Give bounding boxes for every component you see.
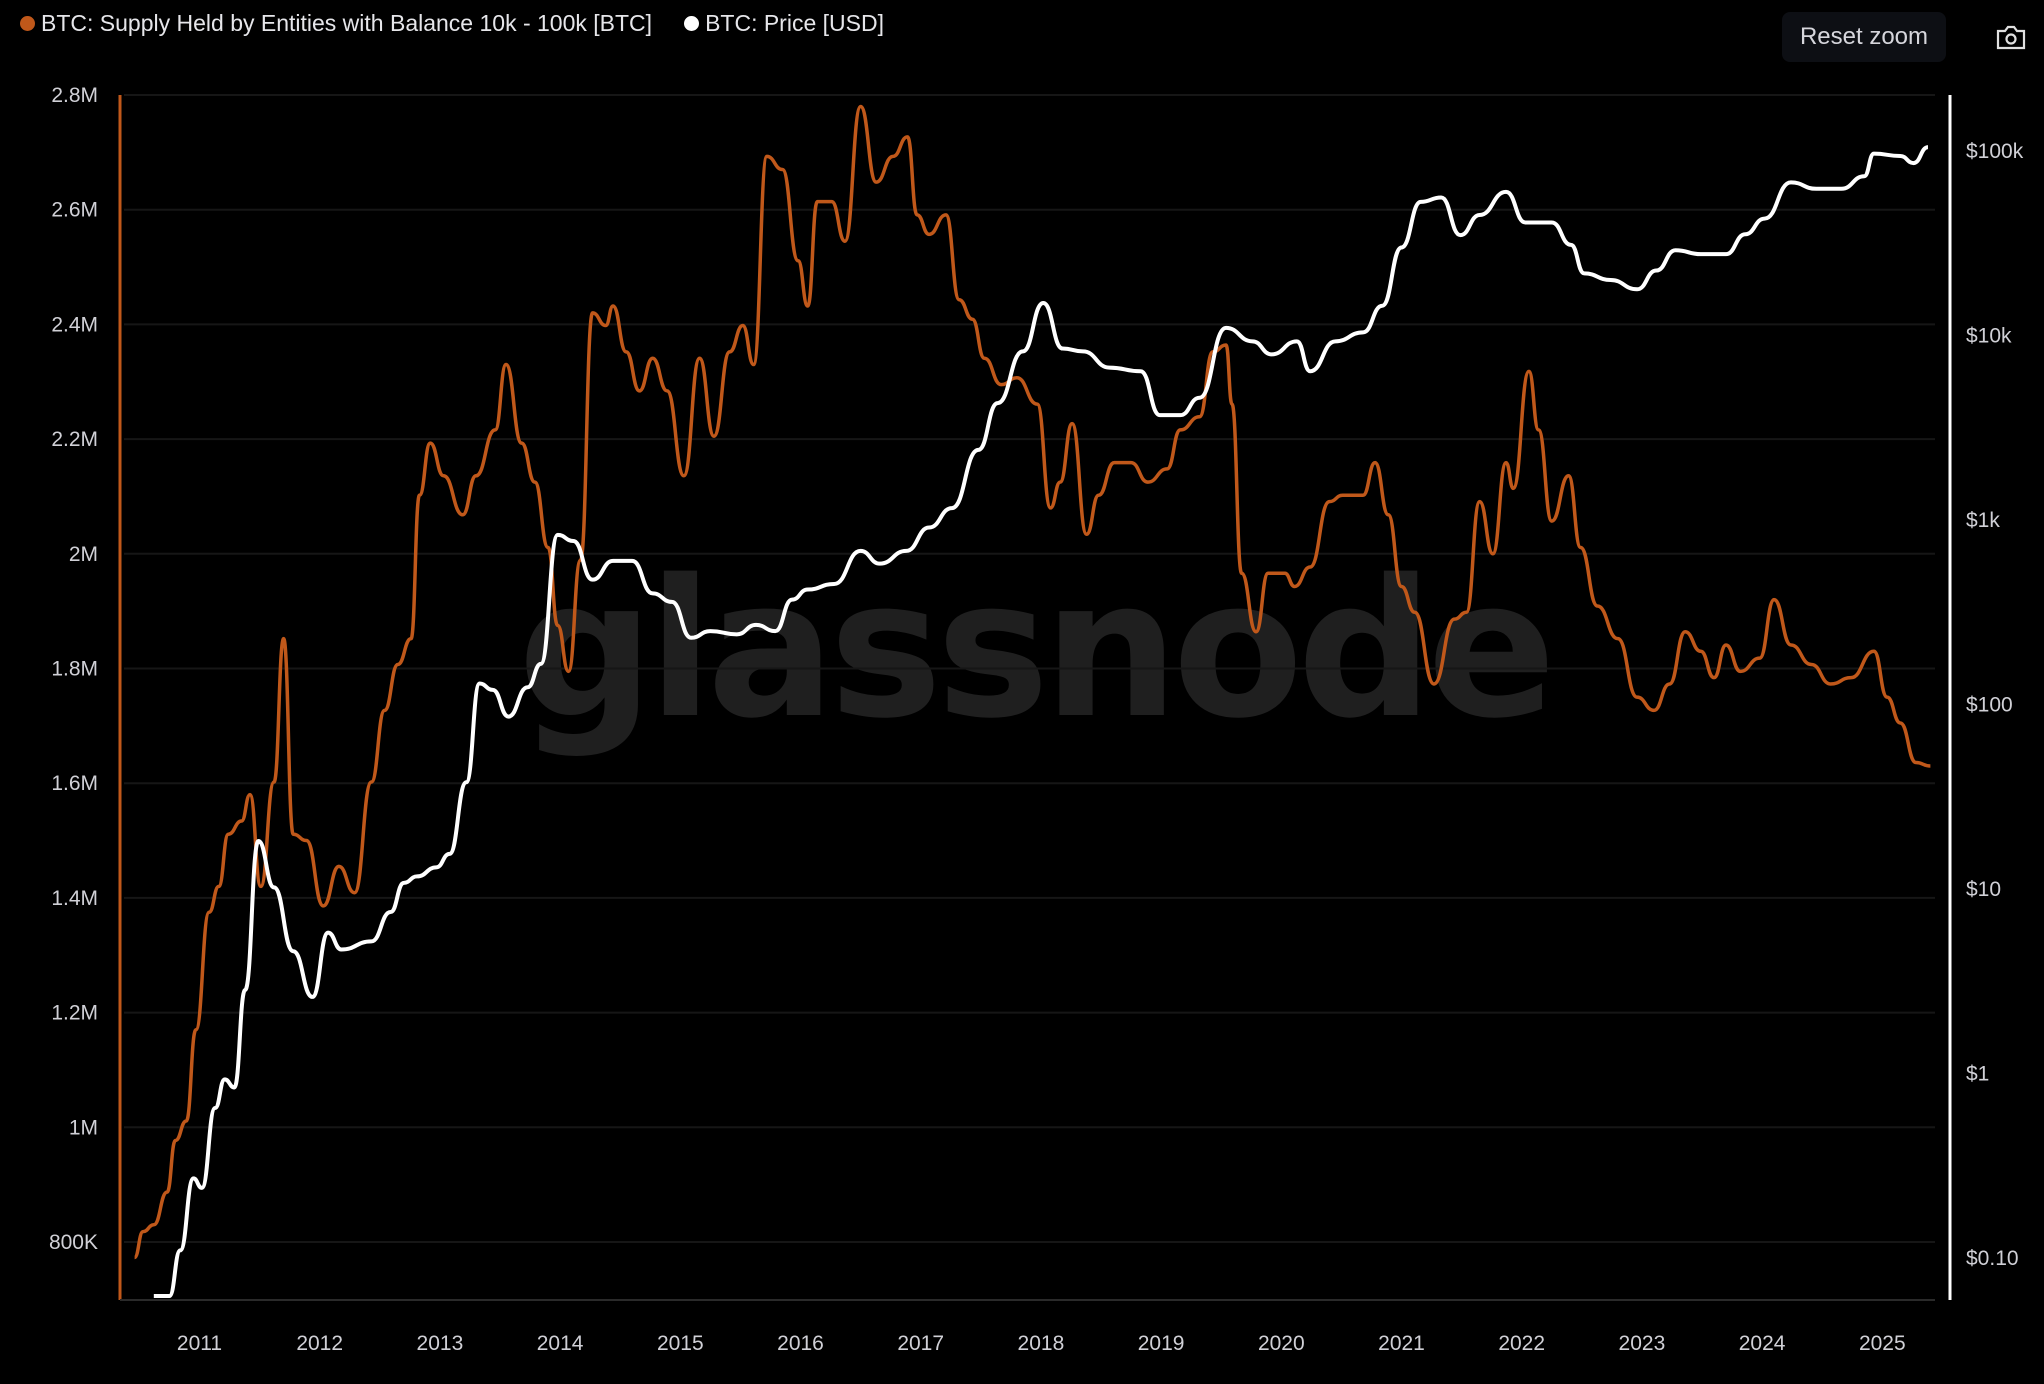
y-left-tick-label: 1.8M — [51, 658, 98, 681]
y-left-tick-label: 2.6M — [51, 199, 98, 222]
x-tick-label: 2013 — [417, 1332, 464, 1355]
legend-label-price: BTC: Price [USD] — [705, 10, 884, 36]
y-left-tick-label: 800K — [49, 1231, 98, 1254]
x-tick-label: 2025 — [1859, 1332, 1906, 1355]
y-right-tick-label: $1 — [1966, 1063, 1989, 1086]
y-right-tick-label: $0.10 — [1966, 1247, 2019, 1270]
y-left-tick-label: 2.4M — [51, 313, 98, 336]
y-left-tick-label: 2.2M — [51, 428, 98, 451]
x-tick-label: 2014 — [537, 1332, 584, 1355]
y-right-tick-label: $100k — [1966, 140, 2024, 163]
legend-item-supply[interactable]: BTC: Supply Held by Entities with Balanc… — [20, 10, 652, 37]
x-tick-label: 2023 — [1619, 1332, 1666, 1355]
x-tick-label: 2018 — [1018, 1332, 1065, 1355]
y-left-tick-label: 1.2M — [51, 1002, 98, 1025]
price-series-dot-icon — [684, 16, 700, 31]
x-tick-label: 2019 — [1138, 1332, 1185, 1355]
x-tick-label: 2024 — [1739, 1332, 1786, 1355]
legend: BTC: Supply Held by Entities with Balanc… — [20, 10, 884, 37]
legend-item-price[interactable]: BTC: Price [USD] — [684, 10, 884, 37]
price-series-line — [153, 145, 1929, 1298]
y-right-tick-label: $10k — [1966, 325, 2012, 348]
reset-zoom-button[interactable]: Reset zoom — [1782, 12, 1946, 62]
x-tick-label: 2012 — [296, 1332, 343, 1355]
y-right-tick-label: $1k — [1966, 509, 2000, 532]
y-left-tick-label: 1.6M — [51, 772, 98, 795]
legend-label-supply: BTC: Supply Held by Entities with Balanc… — [41, 10, 653, 36]
watermark: glassnode — [518, 539, 1550, 760]
y-left-tick-label: 1.4M — [51, 887, 98, 910]
x-tick-label: 2016 — [777, 1332, 824, 1355]
x-tick-label: 2017 — [897, 1332, 944, 1355]
y-left-tick-label: 2M — [69, 543, 98, 566]
y-right-tick-label: $10 — [1966, 878, 2001, 901]
x-tick-label: 2011 — [177, 1332, 222, 1355]
camera-icon[interactable] — [1996, 24, 2026, 50]
supply-series-dot-icon — [20, 16, 35, 31]
y-right-tick-label: $100 — [1966, 694, 2013, 717]
x-tick-label: 2020 — [1258, 1332, 1305, 1355]
y-left-tick-label: 1M — [69, 1116, 98, 1139]
x-tick-label: 2021 — [1378, 1332, 1425, 1355]
y-left-tick-label: 2.8M — [51, 84, 98, 107]
x-tick-label: 2022 — [1498, 1332, 1545, 1355]
supply-series-line — [132, 104, 1931, 1260]
x-tick-label: 2015 — [657, 1332, 704, 1355]
